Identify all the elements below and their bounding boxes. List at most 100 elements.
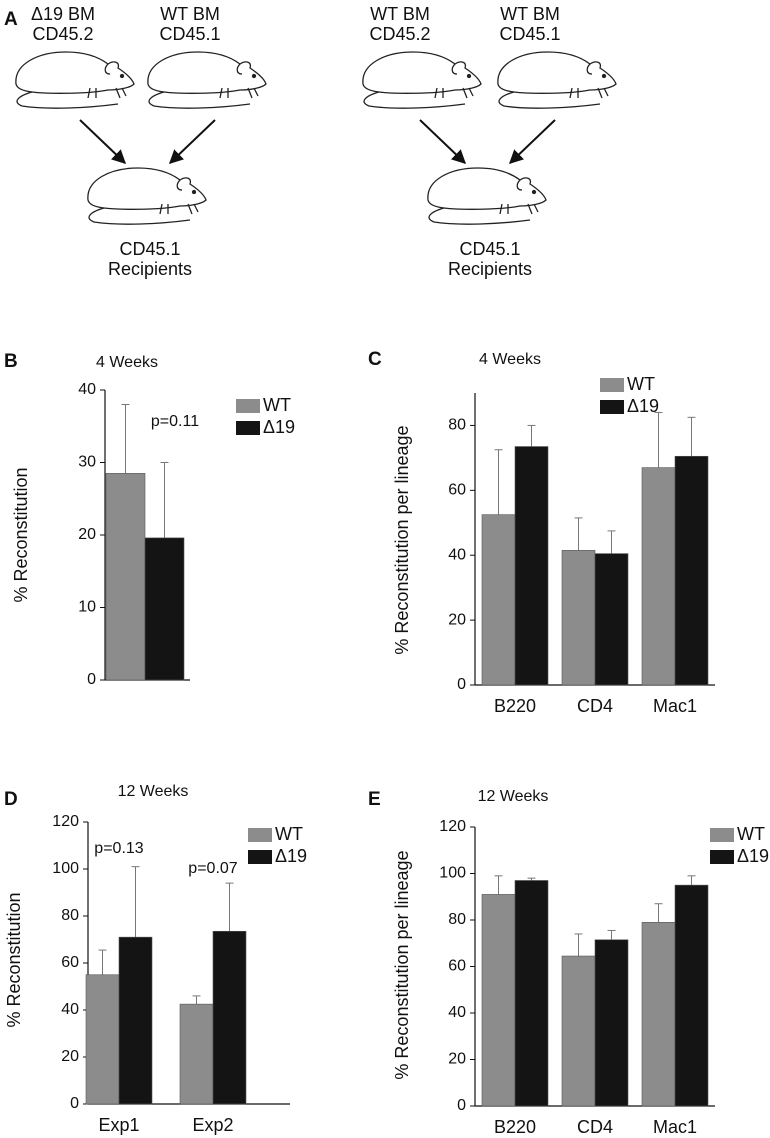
bar bbox=[212, 930, 247, 1105]
y-tick-label: 80 bbox=[448, 417, 466, 434]
y-tick-label: 60 bbox=[448, 958, 466, 975]
panel-letter: E bbox=[368, 789, 381, 810]
x-tick-label: Mac1 bbox=[653, 1117, 697, 1137]
annotation: p=0.07 bbox=[188, 860, 237, 877]
y-tick-label: 60 bbox=[448, 482, 466, 499]
legend-label: Δ19 bbox=[737, 846, 769, 866]
legend-swatch bbox=[710, 828, 734, 842]
bar bbox=[674, 884, 709, 1107]
y-tick-label: 40 bbox=[61, 1001, 79, 1018]
mouse bbox=[362, 51, 482, 109]
y-axis-label: % Reconstitution bbox=[11, 467, 31, 602]
y-tick-label: 120 bbox=[439, 818, 466, 835]
legend-swatch bbox=[710, 850, 734, 864]
y-tick-label: 30 bbox=[78, 454, 96, 471]
y-tick-label: 0 bbox=[457, 676, 466, 693]
chart-title: 4 Weeks bbox=[479, 351, 541, 368]
donor-label: CD45.1 bbox=[499, 24, 560, 44]
arrow bbox=[79, 119, 127, 164]
mouse bbox=[15, 51, 135, 109]
legend-swatch bbox=[248, 828, 272, 842]
y-tick-label: 40 bbox=[78, 381, 96, 398]
y-axis-label: % Reconstitution bbox=[4, 892, 24, 1027]
legend-label: WT bbox=[627, 374, 655, 394]
bar bbox=[118, 936, 153, 1105]
y-tick-label: 40 bbox=[448, 546, 466, 563]
y-axis-label: % Reconstitution per lineage bbox=[392, 425, 412, 654]
annotation: p=0.11 bbox=[151, 413, 199, 430]
legend-label: WT bbox=[737, 824, 765, 844]
bar bbox=[594, 939, 629, 1107]
panel-letter: D bbox=[4, 789, 18, 810]
y-tick-label: 20 bbox=[61, 1048, 79, 1065]
y-axis-label: % Reconstitution per lineage bbox=[392, 850, 412, 1079]
y-tick-label: 0 bbox=[70, 1095, 79, 1112]
mouse bbox=[147, 51, 267, 109]
chart-title: 12 Weeks bbox=[118, 783, 189, 800]
bar bbox=[641, 467, 676, 686]
y-tick-label: 80 bbox=[448, 911, 466, 928]
annotation: p=0.13 bbox=[94, 840, 143, 857]
recipient-label: CD45.1 bbox=[119, 239, 180, 259]
panel-letter: B bbox=[4, 351, 18, 372]
donor-label: WT BM bbox=[160, 4, 220, 24]
legend-label: WT bbox=[275, 824, 303, 844]
panel-letter: A bbox=[4, 9, 18, 30]
y-tick-label: 100 bbox=[52, 860, 79, 877]
x-tick-label: CD4 bbox=[577, 1117, 613, 1137]
donor-label: WT BM bbox=[370, 4, 430, 24]
donor-label: WT BM bbox=[500, 4, 560, 24]
x-tick-label: B220 bbox=[494, 696, 536, 716]
chart-title: 12 Weeks bbox=[478, 788, 549, 805]
donor-label: Δ19 BM bbox=[31, 4, 95, 24]
mouse bbox=[427, 167, 547, 225]
legend-label: Δ19 bbox=[627, 396, 659, 416]
legend-label: Δ19 bbox=[263, 417, 295, 437]
y-tick-label: 40 bbox=[448, 1004, 466, 1021]
x-tick-label: CD4 bbox=[577, 696, 613, 716]
y-tick-label: 60 bbox=[61, 954, 79, 971]
legend-swatch bbox=[236, 399, 260, 413]
bar bbox=[85, 974, 120, 1105]
y-tick-label: 0 bbox=[87, 671, 96, 688]
recipient-label: CD45.1 bbox=[459, 239, 520, 259]
bar bbox=[481, 514, 516, 686]
chart-title: 4 Weeks bbox=[96, 354, 158, 371]
donor-label: CD45.2 bbox=[32, 24, 93, 44]
mouse bbox=[87, 167, 207, 225]
bar bbox=[641, 922, 676, 1107]
y-tick-label: 100 bbox=[439, 865, 466, 882]
bar bbox=[594, 553, 629, 686]
recipient-label: Recipients bbox=[448, 259, 532, 279]
y-tick-label: 20 bbox=[78, 526, 96, 543]
donor-label: CD45.2 bbox=[369, 24, 430, 44]
bar bbox=[105, 473, 146, 681]
bar bbox=[481, 894, 516, 1107]
y-tick-label: 120 bbox=[52, 813, 79, 830]
bar bbox=[179, 1003, 214, 1105]
legend-swatch bbox=[236, 421, 260, 435]
y-tick-label: 20 bbox=[448, 1051, 466, 1068]
y-tick-label: 0 bbox=[457, 1097, 466, 1114]
mouse bbox=[497, 51, 617, 109]
bar bbox=[144, 537, 185, 681]
legend-label: Δ19 bbox=[275, 846, 307, 866]
panel-letter: C bbox=[368, 349, 382, 370]
arrow bbox=[168, 119, 216, 164]
legend-swatch bbox=[600, 378, 624, 392]
x-tick-label: Exp1 bbox=[98, 1115, 139, 1135]
y-tick-label: 10 bbox=[78, 599, 96, 616]
recipient-label: Recipients bbox=[108, 259, 192, 279]
legend-swatch bbox=[248, 850, 272, 864]
bar bbox=[561, 550, 596, 686]
y-tick-label: 20 bbox=[448, 611, 466, 628]
bar bbox=[561, 955, 596, 1107]
legend-swatch bbox=[600, 400, 624, 414]
x-tick-label: Exp2 bbox=[192, 1115, 233, 1135]
bar bbox=[514, 880, 549, 1107]
legend-label: WT bbox=[263, 395, 291, 415]
bar bbox=[514, 446, 549, 686]
arrow bbox=[508, 119, 556, 164]
x-tick-label: Mac1 bbox=[653, 696, 697, 716]
